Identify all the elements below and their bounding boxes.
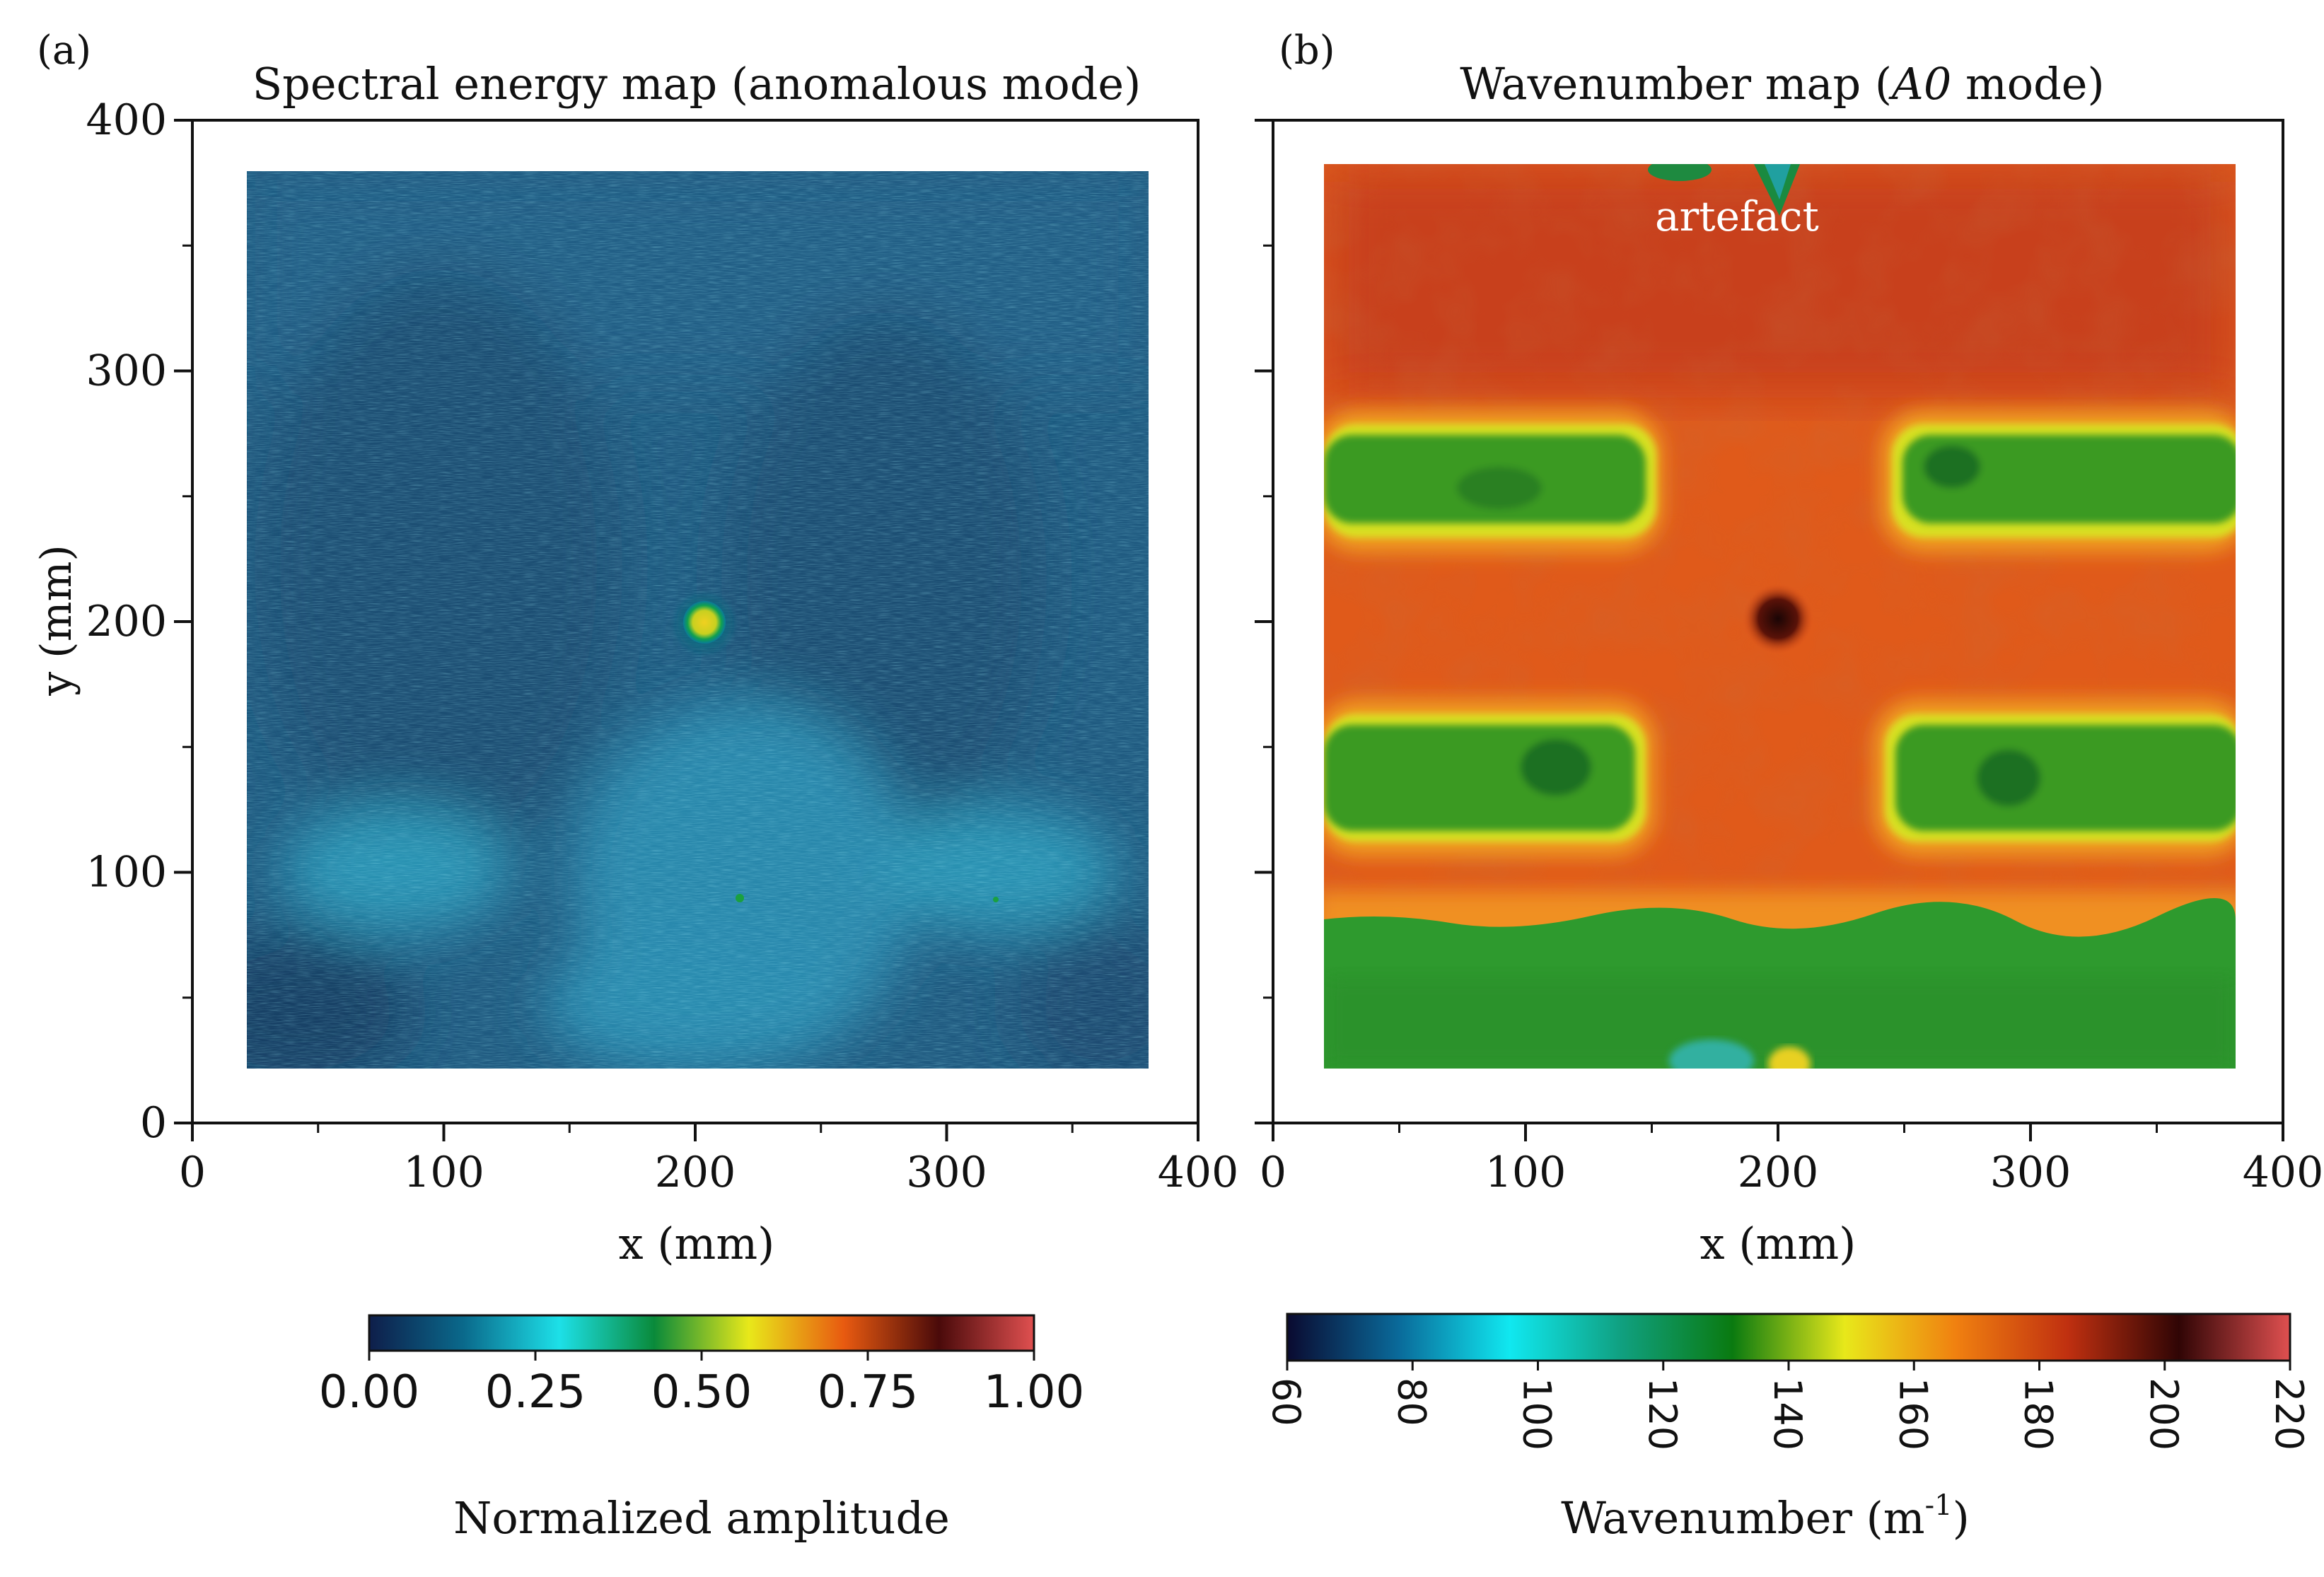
colorbar-b-bar <box>1286 1313 2291 1362</box>
panel-b-heatmap <box>1324 164 2236 1069</box>
panel-b-x-tick-label: 100 <box>1485 1148 1567 1197</box>
panel-b-x-tick-label: 300 <box>1990 1148 2072 1197</box>
colorbar-a-tick-label: 0.50 <box>651 1366 753 1419</box>
colorbar-a-bar <box>368 1314 1035 1352</box>
colorbar-b-label-end: ) <box>1953 1492 1970 1544</box>
panel-b-title: Wavenumber map (A0 mode) <box>1460 58 2104 110</box>
colorbar-a-tick-label: 0.25 <box>485 1366 586 1419</box>
panel-a-y-tick-label: 200 <box>86 597 167 646</box>
colorbar-b-tick-label: 120 <box>1640 1378 1685 1450</box>
panel-b-x-tick-label: 0 <box>1260 1148 1286 1197</box>
panel-a-x-tick-label: 0 <box>179 1148 206 1197</box>
panel-a-y-axis: 0 100 200 300 400 y (mm) <box>32 95 192 1148</box>
colorbar-b-label-main: Wavenumber (m <box>1561 1492 1924 1544</box>
panel-b-x-tick-label: 400 <box>2243 1148 2324 1197</box>
panel-b-x-tick-label: 200 <box>1738 1148 1819 1197</box>
panel-b: (b) Wavenumber map (A0 mode) <box>1255 28 2323 1544</box>
panel-b-x-axis: 0 100 200 300 400 x (mm) <box>1260 1123 2323 1269</box>
colorbar-a-tick-label: 0.00 <box>319 1366 420 1419</box>
panel-b-y-axis <box>1255 119 1273 1124</box>
colorbar-b-label: Wavenumber (m-1) <box>1561 1489 1970 1544</box>
panel-a: (a) Spectral energy map (anomalous mode) <box>32 28 1238 1544</box>
panel-a-x-axis: 0 100 200 300 400 x (mm) <box>179 1123 1238 1269</box>
panel-a-heatmap <box>247 171 1149 1069</box>
panel-b-xlabel: x (mm) <box>1700 1218 1857 1269</box>
panel-a-x-tick-label: 400 <box>1158 1148 1239 1197</box>
panel-a-y-tick-label: 100 <box>86 848 167 897</box>
colorbar-a: 0.00 0.25 0.50 0.75 1.00 Normalized amplitud… <box>319 1314 1085 1544</box>
artefact-annotation: artefact <box>1655 192 1819 240</box>
panel-b-title-prefix: Wavenumber map ( <box>1460 58 1892 110</box>
band-lower-right <box>1895 725 2236 831</box>
panel-a-title: Spectral energy map (anomalous mode) <box>252 58 1141 110</box>
colorbar-b-tick-label: 140 <box>1765 1378 1810 1450</box>
colorbar-b-tick-label: 100 <box>1515 1378 1559 1450</box>
colorbar-b-tick-label: 160 <box>1890 1378 1935 1450</box>
colorbar-b: 60 80 100 120 140 160 180 200 220 Wavenumber (m-… <box>1264 1313 2311 1544</box>
colorbar-a-tick-label: 1.00 <box>984 1366 1085 1419</box>
panel-a-y-tick-label: 400 <box>86 95 167 145</box>
panel-a-y-tick-label: 300 <box>86 347 167 396</box>
panel-b-label: (b) <box>1279 28 1335 74</box>
colorbar-b-tick-label: 180 <box>2016 1378 2061 1450</box>
colorbar-a-tick-label: 0.75 <box>818 1366 919 1419</box>
band-upper-right <box>1902 435 2236 523</box>
colorbar-b-tick-label: 80 <box>1389 1378 1434 1426</box>
colorbar-b-tick-label: 220 <box>2267 1378 2311 1450</box>
panel-b-title-italic: A0 <box>1888 58 1951 110</box>
panel-a-label: (a) <box>37 28 91 74</box>
colorbar-b-tick-label: 200 <box>2142 1378 2186 1450</box>
colorbar-b-label-sup: -1 <box>1925 1489 1953 1522</box>
panel-a-x-tick-label: 200 <box>655 1148 736 1197</box>
panel-a-x-tick-label: 300 <box>906 1148 987 1197</box>
panel-b-title-suffix: mode) <box>1951 58 2104 110</box>
panel-a-ylabel: y (mm) <box>32 545 81 697</box>
colorbar-a-label: Normalized amplitude <box>453 1492 950 1544</box>
hotspot-marker <box>683 601 726 644</box>
colorbar-b-tick-label: 60 <box>1264 1378 1308 1426</box>
panel-a-xlabel: x (mm) <box>619 1218 775 1269</box>
artefact-marks <box>1648 164 1800 216</box>
dark-spot <box>1743 583 1813 654</box>
panel-b-bands <box>1324 435 2236 831</box>
panel-a-x-tick-label: 100 <box>403 1148 484 1197</box>
panel-a-y-tick-label: 0 <box>140 1098 167 1148</box>
